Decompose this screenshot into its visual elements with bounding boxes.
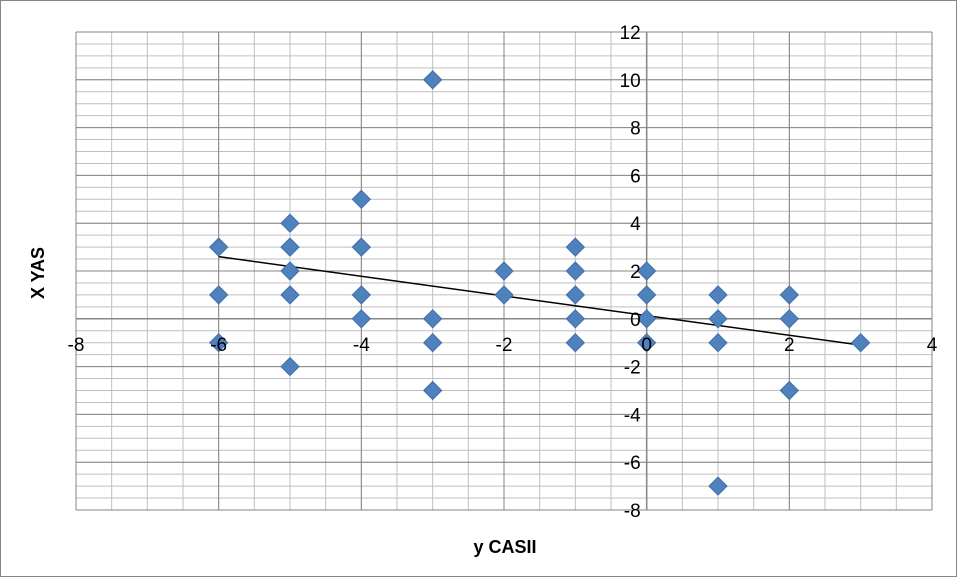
x-tick-label: -8 — [68, 335, 85, 356]
data-point — [708, 285, 728, 305]
y-axis-title: X YAS — [28, 247, 48, 299]
x-tick-label: 2 — [784, 335, 795, 356]
data-point — [351, 285, 372, 305]
y-tick-label: 2 — [630, 262, 641, 283]
y-tick-label: 0 — [630, 310, 641, 331]
data-point — [351, 309, 372, 329]
data-point — [422, 309, 443, 329]
data-point — [280, 261, 300, 281]
data-point — [850, 332, 871, 353]
data-point — [351, 237, 372, 257]
data-point — [280, 213, 300, 233]
x-tick-labels: -8 -6 -4 -2 0 2 4 — [68, 335, 938, 356]
data-point — [422, 332, 443, 353]
y-tick-label: 12 — [620, 23, 641, 44]
x-tick-label: -6 — [210, 335, 227, 356]
trendline-group — [218, 255, 861, 346]
y-tick-label: -6 — [624, 453, 641, 474]
x-tick-label: 0 — [641, 335, 652, 356]
y-tick-label: 8 — [630, 119, 641, 140]
data-point — [636, 309, 657, 329]
data-point — [565, 332, 586, 353]
data-point — [280, 356, 300, 377]
data-point — [636, 261, 657, 281]
data-point — [494, 261, 514, 281]
data-point — [708, 309, 728, 329]
data-point — [565, 285, 586, 305]
data-point — [494, 285, 514, 305]
y-tick-label: 4 — [630, 214, 641, 235]
data-point — [422, 380, 443, 401]
y-tick-label: -4 — [624, 405, 641, 426]
data-point — [351, 189, 372, 210]
data-points — [208, 70, 871, 496]
data-point — [779, 285, 800, 305]
y-tick-label: 10 — [620, 71, 641, 92]
data-point — [565, 237, 586, 257]
data-point — [280, 285, 300, 305]
x-tick-label: 4 — [927, 335, 938, 356]
data-point — [708, 332, 728, 353]
data-point — [565, 309, 586, 329]
data-point — [636, 332, 657, 353]
x-tick-label: -4 — [353, 335, 370, 356]
data-point — [636, 285, 657, 305]
y-tick-label: 6 — [630, 166, 641, 187]
x-axis-title: y CASII — [473, 537, 536, 557]
trendline — [218, 255, 861, 346]
data-point — [208, 285, 229, 305]
data-point — [708, 476, 728, 496]
y-tick-label: -2 — [624, 358, 641, 379]
data-point — [422, 70, 443, 90]
data-point — [280, 237, 300, 257]
data-point — [779, 380, 800, 401]
data-point — [208, 332, 229, 353]
data-point — [779, 309, 800, 329]
data-point — [565, 261, 586, 281]
y-tick-labels: 12 10 8 6 4 2 0 -2 -4 -6 -8 — [620, 23, 642, 522]
data-point — [208, 237, 229, 257]
x-tick-label: -2 — [496, 335, 513, 356]
y-tick-label: -8 — [624, 501, 641, 522]
